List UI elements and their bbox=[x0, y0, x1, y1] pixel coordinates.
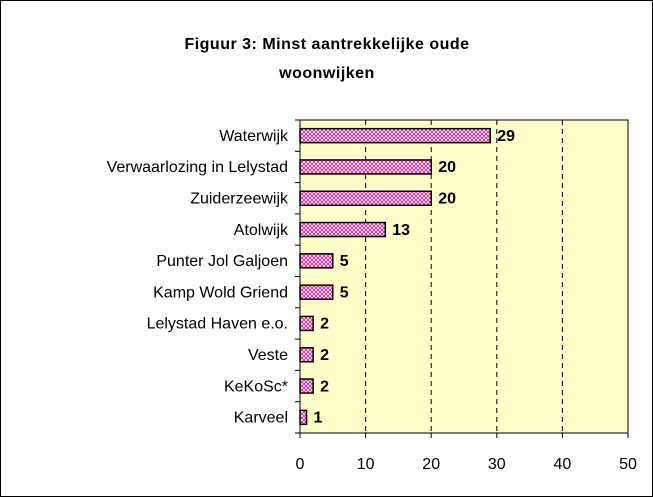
x-tick-label: 10 bbox=[357, 456, 375, 473]
y-tick-label: Karveel bbox=[234, 410, 288, 427]
data-label: 2 bbox=[320, 378, 329, 395]
x-tick-label: 0 bbox=[296, 456, 305, 473]
data-label: 20 bbox=[438, 159, 456, 176]
data-label: 5 bbox=[340, 284, 349, 301]
x-tick-label: 20 bbox=[422, 456, 440, 473]
y-tick-label: Veste bbox=[248, 347, 288, 364]
data-label: 29 bbox=[497, 128, 515, 145]
x-tick-label: 50 bbox=[619, 456, 637, 473]
data-label: 1 bbox=[314, 410, 323, 427]
bar bbox=[299, 253, 334, 269]
data-label: 2 bbox=[320, 316, 329, 333]
bar bbox=[299, 378, 314, 394]
bar bbox=[299, 127, 491, 144]
bar bbox=[299, 409, 308, 426]
data-label: 13 bbox=[392, 222, 410, 239]
data-label: 20 bbox=[438, 190, 456, 207]
bar bbox=[299, 284, 334, 300]
bar bbox=[299, 221, 387, 238]
bar bbox=[299, 159, 432, 175]
y-tick-label: Lelystad Haven e.o. bbox=[147, 316, 288, 333]
y-tick-label: Verwaarlozing in Lelystad bbox=[107, 159, 288, 176]
y-tick-label: Waterwijk bbox=[219, 128, 289, 145]
y-tick-label: Atolwijk bbox=[234, 222, 289, 239]
y-tick-label: KeKoSc* bbox=[224, 378, 288, 395]
data-label: 2 bbox=[320, 347, 329, 364]
bar bbox=[299, 190, 432, 206]
bar bbox=[299, 315, 314, 332]
x-tick-label: 40 bbox=[554, 456, 572, 473]
x-tick-label: 30 bbox=[488, 456, 506, 473]
y-tick-label: Zuiderzeewijk bbox=[190, 190, 289, 207]
chart-title: Figuur 3: Minst aantrekkelijke oude woon… bbox=[184, 36, 470, 82]
y-tick-label: Kamp Wold Griend bbox=[153, 284, 288, 301]
bar bbox=[299, 347, 314, 363]
y-tick-label: Punter Jol Galjoen bbox=[156, 253, 288, 270]
data-label: 5 bbox=[340, 253, 349, 270]
